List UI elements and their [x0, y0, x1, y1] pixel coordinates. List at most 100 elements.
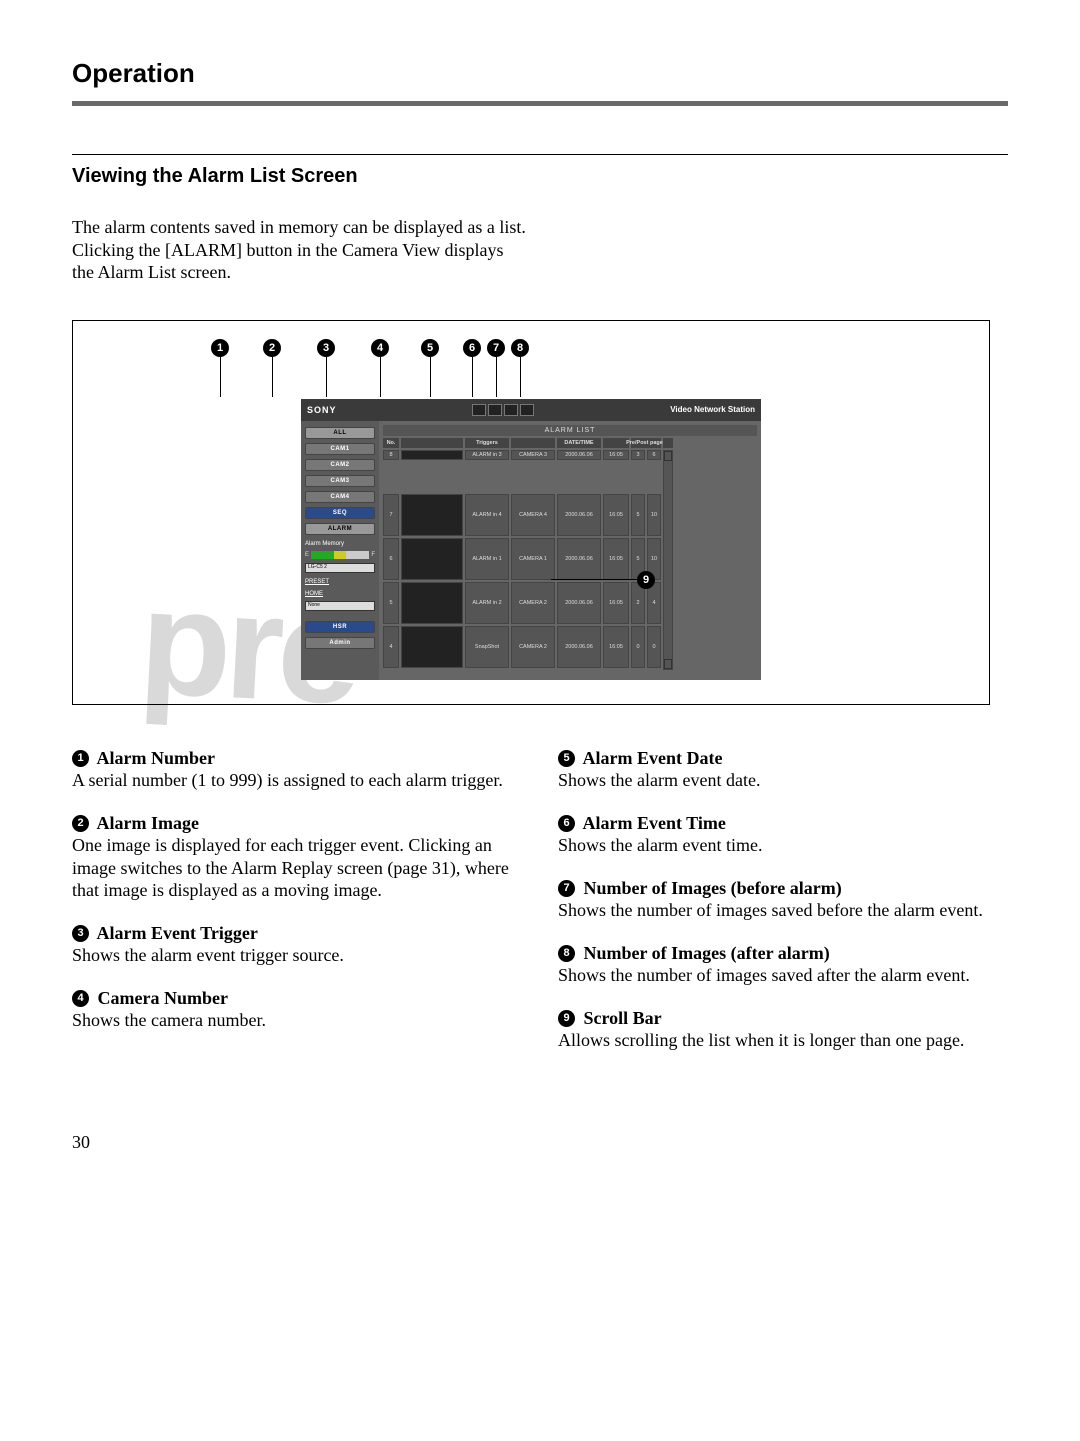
legend-title: Alarm Event Trigger	[97, 923, 258, 943]
ss-btn-hsr[interactable]: HSR	[305, 621, 375, 633]
ss-cell-trigger: SnapShot	[465, 626, 509, 668]
ss-cell-thumb[interactable]	[401, 494, 463, 536]
ss-cell-thumb[interactable]	[401, 582, 463, 624]
callout-circle: 2	[263, 339, 281, 357]
legend-title: Scroll Bar	[584, 1008, 662, 1028]
ss-row[interactable]: 8ALARM in 3CAMERA 32000.06.0616:0536	[383, 450, 757, 492]
legend-circle: 5	[558, 750, 575, 767]
legend-title: Camera Number	[98, 988, 228, 1008]
legend-item-6: 6 Alarm Event TimeShows the alarm event …	[558, 812, 1008, 857]
callout-3: 3	[317, 339, 335, 397]
callout-5: 5	[421, 339, 439, 397]
legend-title: Number of Images (after alarm)	[584, 943, 830, 963]
ss-row[interactable]: 4SnapShotCAMERA 22000.06.0616:0500	[383, 626, 757, 668]
legend-item-4: 4 Camera NumberShows the camera number.	[72, 987, 522, 1032]
ss-label-preset[interactable]: PRESET	[305, 579, 375, 585]
legend-body: Allows scrolling the list when it is lon…	[558, 1029, 1008, 1052]
ss-cell-cam: CAMERA 4	[511, 494, 555, 536]
ss-cell-date: 2000.06.06	[557, 494, 601, 536]
callout-circle: 4	[371, 339, 389, 357]
ss-cell-post: 6	[647, 450, 661, 460]
legend-item-9: 9 Scroll BarAllows scrolling the list wh…	[558, 1007, 1008, 1052]
ss-cell-pre: 0	[631, 626, 645, 668]
callout-9: 9	[551, 571, 655, 589]
ss-cell-time: 16:05	[603, 626, 629, 668]
section-divider	[72, 154, 1008, 155]
legend-circle: 9	[558, 1010, 575, 1027]
page-number: 30	[72, 1132, 1008, 1153]
callout-1: 1	[211, 339, 229, 397]
legend-circle: 6	[558, 815, 575, 832]
legend-circle: 8	[558, 945, 575, 962]
legend: 1 Alarm NumberA serial number (1 to 999)…	[72, 747, 1008, 1072]
callout-circle: 8	[511, 339, 529, 357]
ss-mem-e: E	[305, 552, 309, 558]
callout-7: 7	[487, 339, 505, 397]
ss-cell-thumb[interactable]	[401, 626, 463, 668]
ss-cell-no: 6	[383, 538, 399, 580]
ss-cell-trigger: ALARM in 2	[465, 582, 509, 624]
ss-cell-cam: CAMERA 3	[511, 450, 555, 460]
ss-input1[interactable]: LG-C5 2	[305, 563, 375, 573]
ss-cell-thumb[interactable]	[401, 450, 463, 460]
ss-th-prepost: Pre/Post pages	[631, 438, 661, 448]
ss-scrollbar[interactable]	[663, 450, 673, 670]
ss-cell-pre: 5	[631, 494, 645, 536]
legend-item-3: 3 Alarm Event TriggerShows the alarm eve…	[72, 922, 522, 967]
figure-frame: 12345678 SONY Video Network Station ALL …	[72, 320, 990, 705]
ss-label-mem: Alarm Memory	[305, 541, 375, 547]
legend-title: Alarm Event Time	[583, 813, 726, 833]
callout-bar: 1 2 3 4 5 678	[91, 339, 971, 399]
ss-cell-post: 10	[647, 494, 661, 536]
ss-th-date: DATE/TIME	[557, 438, 601, 448]
ss-brand: Video Network Station	[670, 405, 755, 414]
legend-title: Alarm Number	[97, 748, 215, 768]
ss-btn-seq[interactable]: SEQ	[305, 507, 375, 519]
section-title: Viewing the Alarm List Screen	[72, 165, 1008, 188]
legend-body: Shows the camera number.	[72, 1009, 522, 1032]
callout-circle: 7	[487, 339, 505, 357]
ss-btn-cam2[interactable]: CAM2	[305, 459, 375, 471]
ss-btn-cam4[interactable]: CAM4	[305, 491, 375, 503]
ss-btn-all[interactable]: ALL	[305, 427, 375, 439]
legend-title: Number of Images (before alarm)	[584, 878, 842, 898]
legend-body: One image is displayed for each trigger …	[72, 834, 522, 902]
ss-btn-admin[interactable]: Admin	[305, 637, 375, 649]
legend-body: Shows the alarm event time.	[558, 834, 1008, 857]
ss-input2[interactable]: None	[305, 601, 375, 611]
ss-row[interactable]: 7 ALARM in 4CAMERA 42000.06.0616:05510	[383, 494, 757, 536]
ss-cell-thumb[interactable]	[401, 538, 463, 580]
ss-btn-alarm[interactable]: ALARM	[305, 523, 375, 535]
legend-title: Alarm Event Date	[583, 748, 723, 768]
legend-body: Shows the number of images saved after t…	[558, 964, 1008, 987]
ss-label-home[interactable]: HOME	[305, 591, 375, 597]
callout-circle: 5	[421, 339, 439, 357]
ss-cell-post: 0	[647, 626, 661, 668]
callout-circle: 6	[463, 339, 481, 357]
legend-circle: 7	[558, 880, 575, 897]
callout-circle: 3	[317, 339, 335, 357]
ss-th-time	[603, 438, 629, 448]
ss-cell-time: 16:05	[603, 494, 629, 536]
ss-cell-pre: 3	[631, 450, 645, 460]
ss-topbar-thumbs	[472, 404, 534, 416]
legend-circle: 4	[72, 990, 89, 1007]
ss-btn-cam1[interactable]: CAM1	[305, 443, 375, 455]
ss-cell-trigger: ALARM in 3	[465, 450, 509, 460]
ss-th-no: No.	[383, 438, 399, 448]
ss-list-title: ALARM LIST	[383, 425, 757, 436]
ss-topbar: SONY Video Network Station	[301, 399, 761, 421]
legend-body: Shows the number of images saved before …	[558, 899, 1008, 922]
ss-cell-no: 7	[383, 494, 399, 536]
ss-cell-trigger: ALARM in 4	[465, 494, 509, 536]
legend-title: Alarm Image	[97, 813, 199, 833]
ss-btn-cam3[interactable]: CAM3	[305, 475, 375, 487]
legend-item-1: 1 Alarm NumberA serial number (1 to 999)…	[72, 747, 522, 792]
ss-list-header: No. Triggers DATE/TIME Pre/Post pages	[383, 438, 757, 448]
ss-cell-no: 5	[383, 582, 399, 624]
intro-paragraph: The alarm contents saved in memory can b…	[72, 216, 527, 284]
ss-main: ALARM LIST No. Triggers DATE/TIME Pre/Po…	[379, 421, 761, 680]
legend-item-5: 5 Alarm Event DateShows the alarm event …	[558, 747, 1008, 792]
ss-cell-date: 2000.06.06	[557, 626, 601, 668]
callout-4: 4	[371, 339, 389, 397]
